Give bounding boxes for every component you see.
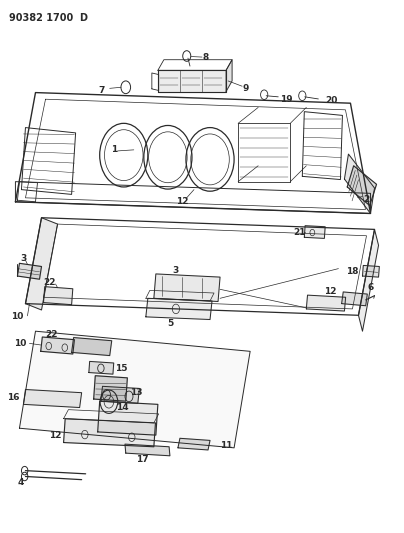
Text: 3: 3	[173, 266, 179, 274]
Polygon shape	[158, 70, 226, 92]
Text: 12: 12	[49, 431, 62, 440]
Text: 12: 12	[176, 197, 188, 206]
Text: 13: 13	[130, 387, 142, 397]
Polygon shape	[226, 60, 232, 92]
Polygon shape	[63, 419, 156, 447]
Polygon shape	[98, 401, 158, 435]
Text: 22: 22	[45, 330, 58, 339]
Text: 90382 1700  D: 90382 1700 D	[9, 13, 88, 23]
Polygon shape	[347, 166, 377, 206]
Polygon shape	[358, 229, 379, 331]
Polygon shape	[125, 444, 170, 456]
Text: 15: 15	[115, 364, 127, 373]
Text: 10: 10	[15, 339, 27, 348]
Text: 5: 5	[167, 319, 173, 328]
Polygon shape	[345, 154, 375, 214]
Text: 4: 4	[17, 478, 24, 487]
Text: 10: 10	[11, 312, 23, 321]
Text: 22: 22	[43, 278, 56, 287]
Text: 17: 17	[136, 455, 149, 464]
Polygon shape	[17, 263, 42, 279]
Polygon shape	[101, 386, 139, 403]
Text: 8: 8	[203, 53, 209, 62]
Text: 1: 1	[111, 146, 117, 155]
Text: 18: 18	[346, 268, 359, 276]
Polygon shape	[19, 331, 250, 448]
Text: 3: 3	[20, 254, 27, 263]
Text: 12: 12	[324, 287, 337, 296]
Polygon shape	[146, 298, 212, 319]
Polygon shape	[178, 438, 210, 450]
Polygon shape	[94, 376, 127, 401]
Polygon shape	[44, 287, 73, 305]
Text: 21: 21	[293, 228, 305, 237]
Polygon shape	[23, 390, 82, 408]
Text: 9: 9	[243, 84, 249, 93]
Text: 7: 7	[99, 86, 105, 95]
Polygon shape	[72, 337, 112, 356]
Text: 20: 20	[325, 96, 337, 105]
Polygon shape	[89, 361, 114, 374]
Text: 2: 2	[363, 195, 370, 204]
Text: 19: 19	[280, 95, 292, 104]
Text: 6: 6	[367, 283, 374, 292]
Polygon shape	[25, 217, 57, 310]
Polygon shape	[41, 337, 74, 354]
Polygon shape	[362, 265, 379, 277]
Text: 11: 11	[220, 441, 232, 450]
Polygon shape	[342, 292, 367, 306]
Text: 14: 14	[116, 402, 129, 411]
Polygon shape	[154, 274, 220, 302]
Polygon shape	[304, 225, 325, 238]
Polygon shape	[306, 295, 346, 311]
Text: 16: 16	[7, 393, 20, 402]
